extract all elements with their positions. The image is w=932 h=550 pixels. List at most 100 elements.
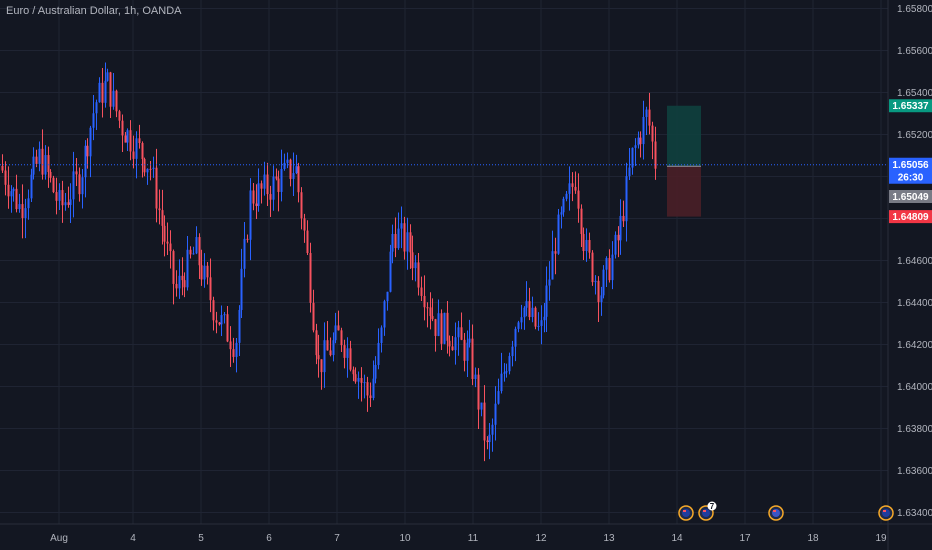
candle-body: [320, 359, 323, 373]
candle-body: [121, 120, 124, 136]
candle-body: [81, 177, 84, 195]
candle-body: [124, 135, 127, 143]
candle-body: [497, 391, 500, 404]
time-axis-label: 5: [198, 533, 204, 544]
candle-body: [89, 127, 92, 157]
candle-body: [642, 116, 645, 145]
target-price-tag: 1.65337: [892, 101, 929, 112]
candle-body: [292, 173, 295, 179]
candle-body: [600, 295, 603, 303]
entry-price-tag: 1.65049: [892, 192, 929, 203]
candle-body: [86, 145, 89, 157]
candle-body: [266, 174, 269, 195]
candle-body: [92, 113, 95, 128]
candle-body: [295, 166, 298, 174]
candle-body: [568, 183, 571, 194]
eu-flag-icon[interactable]: [768, 505, 784, 521]
candle-body: [192, 253, 195, 255]
candle-body: [337, 325, 340, 331]
candle-body: [508, 356, 511, 372]
candle-body: [582, 233, 585, 252]
candle-body: [354, 374, 357, 382]
candle-body: [500, 373, 503, 392]
candle-body: [474, 374, 477, 379]
candle-body: [514, 328, 517, 347]
candle-body: [468, 338, 471, 343]
au-flag-icon[interactable]: [678, 505, 694, 521]
candle-body: [289, 159, 292, 179]
candle-body: [374, 364, 377, 379]
candle-body: [648, 109, 651, 126]
time-axis-label: 17: [739, 533, 751, 544]
candle-body: [417, 262, 420, 288]
time-axis-label: 13: [603, 533, 615, 544]
candle-body: [38, 148, 41, 164]
candle-body: [448, 340, 451, 347]
candle-body: [383, 301, 386, 328]
candle-body: [109, 72, 112, 107]
candle-body: [181, 275, 184, 281]
candle-body: [477, 374, 480, 410]
current-price-tag: 1.65056: [892, 160, 929, 171]
candle-body: [343, 345, 346, 358]
candle-body: [562, 198, 565, 213]
candle-body: [511, 346, 514, 357]
profit-zone[interactable]: [667, 105, 701, 167]
event-count-badge: [707, 501, 717, 511]
candle-body: [605, 258, 608, 270]
candle-body: [101, 82, 104, 103]
candle-body: [303, 218, 306, 231]
candle-body: [329, 350, 332, 356]
au-flag-icon[interactable]: 7: [698, 501, 717, 521]
candle-body: [257, 183, 260, 206]
candle-body: [12, 188, 15, 192]
candle-body: [551, 251, 554, 280]
loss-zone[interactable]: [667, 166, 701, 217]
event-count-label: 7: [710, 502, 715, 511]
candle-body: [363, 382, 366, 384]
candle-body: [523, 307, 526, 318]
candle-body: [317, 355, 320, 360]
candle-body: [286, 159, 289, 163]
candle-body: [249, 190, 252, 240]
candle-body: [403, 223, 406, 252]
candle-body: [215, 320, 218, 323]
candle-body: [163, 225, 166, 242]
candle-body: [460, 327, 463, 340]
candle-body: [426, 307, 429, 309]
candle-body: [608, 258, 611, 281]
candle-body: [520, 317, 523, 323]
time-axis-label: 4: [130, 533, 136, 544]
candle-body: [394, 233, 397, 249]
candle-body: [565, 193, 568, 199]
time-axis-label: 6: [266, 533, 272, 544]
candle-body: [545, 285, 548, 317]
candle-body: [41, 148, 44, 175]
candle-body: [149, 168, 152, 170]
candle-body: [360, 378, 363, 383]
candle-body: [52, 177, 55, 193]
candle-body: [488, 434, 491, 443]
candle-body: [84, 145, 87, 178]
candle-body: [10, 191, 13, 197]
candle-body: [434, 319, 437, 336]
candle-body: [195, 237, 198, 254]
candle-body: [594, 280, 597, 283]
au-flag-icon[interactable]: [878, 505, 894, 521]
candle-body: [275, 176, 278, 179]
candle-body: [15, 188, 18, 210]
candle-body: [466, 342, 469, 361]
candle-body: [189, 249, 192, 255]
candle-body: [309, 252, 312, 303]
candle-body: [129, 130, 132, 152]
candle-body: [263, 174, 266, 189]
candle-body: [625, 176, 628, 222]
candle-body: [645, 109, 648, 117]
price-axis-label: 1.63400: [897, 508, 932, 519]
flag-stripe: [883, 510, 886, 512]
price-axis-label: 1.64400: [897, 298, 932, 309]
current-price-tag-bg: [889, 157, 932, 184]
candle-body: [32, 156, 35, 175]
